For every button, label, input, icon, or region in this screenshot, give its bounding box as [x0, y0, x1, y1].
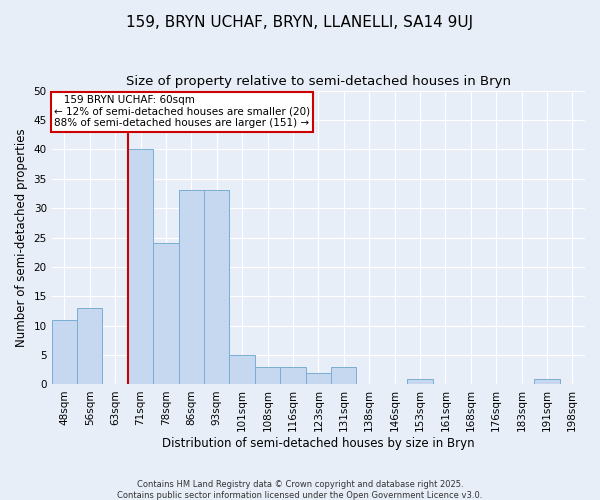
Bar — [229, 355, 255, 384]
Title: Size of property relative to semi-detached houses in Bryn: Size of property relative to semi-detach… — [126, 75, 511, 88]
Bar — [153, 244, 179, 384]
Text: Contains HM Land Registry data © Crown copyright and database right 2025.
Contai: Contains HM Land Registry data © Crown c… — [118, 480, 482, 500]
Bar — [179, 190, 204, 384]
Y-axis label: Number of semi-detached properties: Number of semi-detached properties — [15, 128, 28, 347]
Bar — [407, 378, 433, 384]
Bar — [305, 372, 331, 384]
Bar — [534, 378, 560, 384]
Bar — [128, 150, 153, 384]
Bar — [280, 367, 305, 384]
Text: 159 BRYN UCHAF: 60sqm   
← 12% of semi-detached houses are smaller (20)
88% of s: 159 BRYN UCHAF: 60sqm ← 12% of semi-deta… — [54, 96, 310, 128]
Text: 159, BRYN UCHAF, BRYN, LLANELLI, SA14 9UJ: 159, BRYN UCHAF, BRYN, LLANELLI, SA14 9U… — [127, 15, 473, 30]
Bar — [331, 367, 356, 384]
Bar — [255, 367, 280, 384]
Bar — [77, 308, 103, 384]
Bar — [52, 320, 77, 384]
Bar — [204, 190, 229, 384]
X-axis label: Distribution of semi-detached houses by size in Bryn: Distribution of semi-detached houses by … — [162, 437, 475, 450]
